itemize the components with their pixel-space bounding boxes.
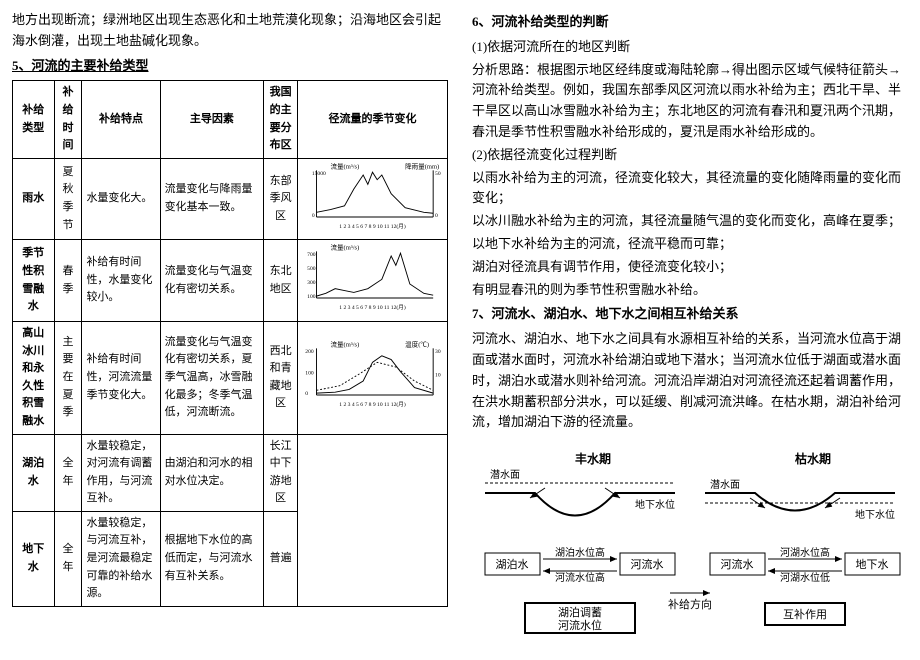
svg-text:1 2 3 4 5 6 7 8 9 10 11 12(月): 1 2 3 4 5 6 7 8 9 10 11 12(月) (339, 305, 406, 312)
intro-text: 地方出现断流；绿洲地区出现生态恶化和土地荒漠化现象；沿海地区会引起海水倒灌，出现… (12, 10, 448, 52)
cell-area: 普遍 (264, 511, 298, 606)
svg-text:500: 500 (307, 266, 316, 272)
th-time: 补给时间 (54, 81, 82, 158)
table-header-row: 补给类型 补给时间 补给特点 主导因素 我国的主要分布区 径流量的季节变化 (13, 81, 448, 158)
label-qianshui-1: 潜水面 (490, 468, 520, 481)
cell-feature: 水量变化大。 (82, 158, 160, 240)
svg-text:1 2 3 4 5 6 7 8 9 10 11 12(月): 1 2 3 4 5 6 7 8 9 10 11 12(月) (339, 402, 406, 409)
sec6-sub1: (1)依据河流所在的地区判断 (472, 37, 908, 58)
cell-type: 雨水 (13, 158, 55, 240)
cell-time: 夏秋季节 (54, 158, 82, 240)
svg-text:300: 300 (307, 280, 316, 286)
diagram-container: 丰水期 潜水面 地下水位 枯水期 潜水面 地下水位 湖泊水 (472, 443, 908, 660)
svg-text:流量(m³/s): 流量(m³/s) (331, 161, 360, 170)
box-heliu-1: 河流水 (631, 557, 664, 571)
label-hehu-di: 河湖水位低 (780, 571, 830, 584)
svg-text:15000: 15000 (312, 171, 326, 177)
cell-area: 长江中下游地区 (264, 434, 298, 511)
box-hubu: 互补作用 (783, 608, 827, 621)
th-type: 补给类型 (13, 81, 55, 158)
sec6-p3: 以冰川融水补给为主的河流，其径流量随气温的变化而变化，高峰在夏季； (472, 211, 908, 232)
cell-area: 东北地区 (264, 240, 298, 322)
cell-time: 全年 (54, 434, 82, 511)
cell-chart-empty (298, 434, 448, 606)
supply-types-table: 补给类型 补给时间 补给特点 主导因素 我国的主要分布区 径流量的季节变化 雨水… (12, 80, 448, 606)
table-row: 雨水 夏秋季节 水量变化大。 流量变化与降雨量变化基本一致。 东部季风区 流量(… (13, 158, 448, 240)
sec6-p4: 以地下水补给为主的河流，径流平稳而可靠； (472, 234, 908, 255)
svg-text:100: 100 (307, 294, 316, 300)
svg-text:流量(m³/s): 流量(m³/s) (331, 243, 360, 252)
cell-type: 季节性积雪融水 (13, 240, 55, 322)
cell-chart: 流量(m³/s) 温度(℃) 200 100 0 30 10 1 2 3 4 5 6 7 8 … (298, 321, 448, 434)
cell-type: 湖泊水 (13, 434, 55, 511)
svg-text:流量(m³/s): 流量(m³/s) (331, 340, 360, 349)
svg-text:10: 10 (435, 373, 441, 379)
cell-time: 主要在夏季 (54, 321, 82, 434)
section6-title: 6、河流补给类型的判断 (472, 12, 908, 33)
table-row: 湖泊水 全年 水量较稳定，对河流有调蓄作用，与河流互补。 由湖泊和河水的相对水位… (13, 434, 448, 511)
label-heliu-gao: 河流水位高 (555, 571, 605, 584)
cell-time: 春季 (54, 240, 82, 322)
svg-text:温度(℃): 温度(℃) (405, 340, 429, 349)
svg-text:1 2 3 4 5 6 7 8 9 10 11 12(月): 1 2 3 4 5 6 7 8 9 10 11 12(月) (339, 223, 406, 230)
cell-area: 东部季风区 (264, 158, 298, 240)
svg-text:0: 0 (305, 391, 308, 397)
th-feature: 补给特点 (82, 81, 160, 158)
sec7-p1: 河流水、湖泊水、地下水之间具有水源相互补给的关系，当河流水位高于湖面或潜水面时，… (472, 329, 908, 433)
cell-feature: 水量较稳定，与河流互补，是河流最稳定可靠的补给水源。 (82, 511, 160, 606)
label-dixia-1: 地下水位 (635, 498, 675, 511)
box-tiaoxu-1: 湖泊调蓄 (558, 606, 602, 619)
cell-factor: 流量变化与气温变化有密切关系，夏季气温高，冰雪融化最多；冬季气温低，河流断流。 (160, 321, 264, 434)
th-area: 我国的主要分布区 (264, 81, 298, 158)
cell-time: 全年 (54, 511, 82, 606)
cell-chart: 流量(m³/s) 700 500 300 100 1 2 3 4 5 6 7 8 9 10… (298, 240, 448, 322)
box-hupo: 湖泊水 (496, 558, 529, 571)
right-column: 6、河流补给类型的判断 (1)依据河流所在的地区判断 分析思路：根据图示地区经纬… (460, 0, 920, 651)
cell-feature: 补给有时间性，水量变化较小。 (82, 240, 160, 322)
table-row: 季节性积雪融水 春季 补给有时间性，水量变化较小。 流量变化与气温变化有密切关系… (13, 240, 448, 322)
cell-feature: 水量较稳定，对河流有调蓄作用，与河流互补。 (82, 434, 160, 511)
svg-text:200: 200 (305, 349, 314, 355)
sec6-p5: 湖泊对径流具有调节作用，使径流变化较小； (472, 257, 908, 278)
sec6-p2: 以雨水补给为主的河流，径流变化较大，其径流量的变化随降雨量的变化而变化； (472, 168, 908, 210)
cell-factor: 由湖泊和河水的相对水位决定。 (160, 434, 264, 511)
svg-text:30: 30 (435, 349, 441, 355)
cell-area: 西北和青藏地区 (264, 321, 298, 434)
cell-feature: 补给有时间性，河流流量季节变化大。 (82, 321, 160, 434)
section5-title: 5、河流的主要补给类型 (12, 56, 448, 77)
svg-text:100: 100 (305, 371, 314, 377)
svg-text:降雨量(mm): 降雨量(mm) (405, 161, 439, 170)
label-hupo-gao: 湖泊水位高 (555, 546, 605, 559)
cell-type: 地下水 (13, 511, 55, 606)
th-factor: 主导因素 (160, 81, 264, 158)
box-dixiashui: 地下水 (856, 558, 889, 571)
section7-title: 7、河流水、湖泊水、地下水之间相互补给关系 (472, 304, 908, 325)
sec6-p1: 分析思路：根据图示地区经纬度或海陆轮廓→得出图示区域气候特征箭头→河流补给类型。… (472, 60, 908, 143)
svg-text:0: 0 (435, 213, 438, 219)
th-chart: 径流量的季节变化 (298, 81, 448, 158)
cell-chart: 流量(m³/s) 降雨量(mm) 15000 0 50 0 1 2 3 4 5 6 7 8 … (298, 158, 448, 240)
svg-text:0: 0 (312, 213, 315, 219)
label-feng: 丰水期 (575, 451, 611, 466)
sec6-p6: 有明显春汛的则为季节性积雪融水补给。 (472, 280, 908, 301)
cell-factor: 根据地下水位的高低而定，与河流水有互补关系。 (160, 511, 264, 606)
cell-type: 高山冰川和永久性积雪融水 (13, 321, 55, 434)
sec6-sub2: (2)依据径流变化过程判断 (472, 145, 908, 166)
svg-text:700: 700 (307, 252, 316, 258)
label-qianshui-2: 潜水面 (710, 478, 740, 491)
cell-factor: 流量变化与降雨量变化基本一致。 (160, 158, 264, 240)
box-tiaoxu-2: 河流水位 (558, 618, 602, 632)
left-column: 地方出现断流；绿洲地区出现生态恶化和土地荒漠化现象；沿海地区会引起海水倒灌，出现… (0, 0, 460, 651)
label-fangxiang: 补给方向 (668, 597, 712, 611)
label-hehu-gao: 河湖水位高 (780, 546, 830, 559)
cell-factor: 流量变化与气温变化有密切关系。 (160, 240, 264, 322)
svg-text:50: 50 (435, 171, 441, 177)
water-relation-diagram: 丰水期 潜水面 地下水位 枯水期 潜水面 地下水位 湖泊水 (475, 443, 905, 653)
label-ku: 枯水期 (795, 451, 831, 466)
box-heliu-2: 河流水 (721, 557, 754, 571)
table-row: 高山冰川和永久性积雪融水 主要在夏季 补给有时间性，河流流量季节变化大。 流量变… (13, 321, 448, 434)
label-dixia-2: 地下水位 (855, 508, 895, 521)
